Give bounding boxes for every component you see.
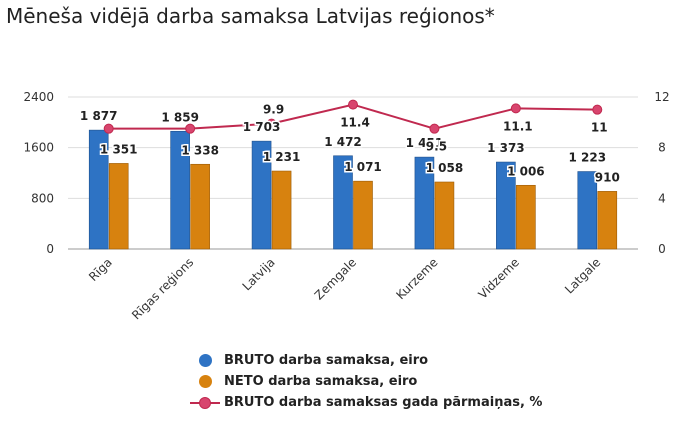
data-label-change: 11 bbox=[591, 121, 608, 135]
data-label-bruto: 1 703 bbox=[243, 120, 281, 134]
x-tick-label: Rīga bbox=[86, 255, 115, 284]
legend-item: BRUTO darba samaksas gada pārmaiņas, % bbox=[190, 392, 542, 413]
x-tick-label: Latvija bbox=[240, 255, 278, 293]
bar-bruto bbox=[333, 155, 353, 250]
data-label-neto: 1 058 bbox=[426, 161, 464, 175]
data-label-bruto: 1 223 bbox=[568, 151, 606, 165]
bar-bruto bbox=[88, 129, 109, 250]
legend-label: BRUTO darba samaksas gada pārmaiņas, % bbox=[224, 395, 543, 410]
legend-swatch bbox=[190, 374, 220, 390]
data-label-bruto: 1 451 bbox=[406, 136, 444, 150]
bar-bruto bbox=[170, 130, 190, 250]
line-point bbox=[185, 123, 196, 134]
data-label-neto: 1 006 bbox=[507, 164, 545, 178]
data-label-change: 9.9 bbox=[263, 103, 284, 117]
y-left-tick-label: 0 bbox=[46, 242, 54, 256]
x-tick-label: Kurzeme bbox=[393, 255, 440, 302]
data-label-neto: 1 351 bbox=[100, 142, 138, 156]
bar-bruto bbox=[251, 140, 272, 250]
line-point bbox=[103, 123, 114, 134]
data-label-neto: 910 bbox=[595, 170, 620, 184]
y-right-tick-label: 4 bbox=[658, 191, 666, 205]
bar-neto bbox=[434, 181, 455, 250]
chart-plot: 0 800 1600 2400 0 4 8 12 Rīga Rīgas reģions Latvij… bbox=[23, 90, 669, 322]
data-label-bruto: 1 373 bbox=[487, 141, 525, 155]
bar-neto bbox=[108, 163, 129, 250]
bar-neto bbox=[190, 163, 210, 250]
x-tick-label: Rīgas reģions bbox=[129, 255, 196, 322]
y-right-tick-label: 8 bbox=[658, 141, 666, 155]
y-right-tick-label: 12 bbox=[654, 90, 669, 104]
data-label-change: 11.1 bbox=[503, 119, 533, 133]
bar-bruto bbox=[414, 156, 435, 250]
bar-bruto bbox=[577, 171, 598, 250]
chart-legend: BRUTO darba samaksa, eiro NETO darba sama… bbox=[190, 350, 542, 413]
data-label-neto: 1 338 bbox=[181, 143, 219, 157]
y-left-tick-label: 1600 bbox=[23, 141, 54, 155]
data-label-bruto: 1 472 bbox=[324, 135, 362, 149]
y-right-tick-label: 0 bbox=[658, 242, 666, 256]
line-point bbox=[266, 118, 277, 129]
data-label-change: 9.5 bbox=[426, 140, 447, 154]
legend-item: BRUTO darba samaksa, eiro bbox=[190, 350, 542, 371]
line-point bbox=[429, 123, 440, 134]
line-point bbox=[510, 103, 521, 114]
data-label-change: 11.4 bbox=[340, 116, 370, 130]
legend-swatch bbox=[190, 395, 220, 411]
data-label-neto: 1 231 bbox=[263, 150, 301, 164]
data-label-bruto: 1 859 bbox=[161, 110, 199, 124]
bar-neto bbox=[516, 184, 536, 250]
bar-neto bbox=[597, 191, 618, 250]
legend-swatch bbox=[190, 353, 220, 369]
x-tick-label: Vidzeme bbox=[476, 255, 522, 301]
y-left-tick-label: 2400 bbox=[23, 90, 54, 104]
y-left-tick-label: 800 bbox=[31, 191, 54, 205]
legend-label: NETO darba samaksa, eiro bbox=[224, 374, 418, 389]
data-label-neto: 1 071 bbox=[344, 160, 382, 174]
bar-bruto bbox=[496, 161, 516, 250]
data-label-bruto: 1 877 bbox=[80, 109, 118, 123]
legend-item: NETO darba samaksa, eiro bbox=[190, 371, 542, 392]
bar-neto bbox=[271, 170, 292, 250]
x-tick-label: Zemgale bbox=[312, 255, 359, 302]
x-tick-label: Latgale bbox=[562, 255, 603, 296]
line-point bbox=[592, 104, 603, 115]
legend-label: BRUTO darba samaksa, eiro bbox=[224, 353, 429, 368]
bar-neto bbox=[353, 180, 373, 250]
line-point bbox=[348, 99, 358, 110]
chart-title: Mēneša vidējā darba samaksa Latvijas reģ… bbox=[6, 4, 495, 28]
